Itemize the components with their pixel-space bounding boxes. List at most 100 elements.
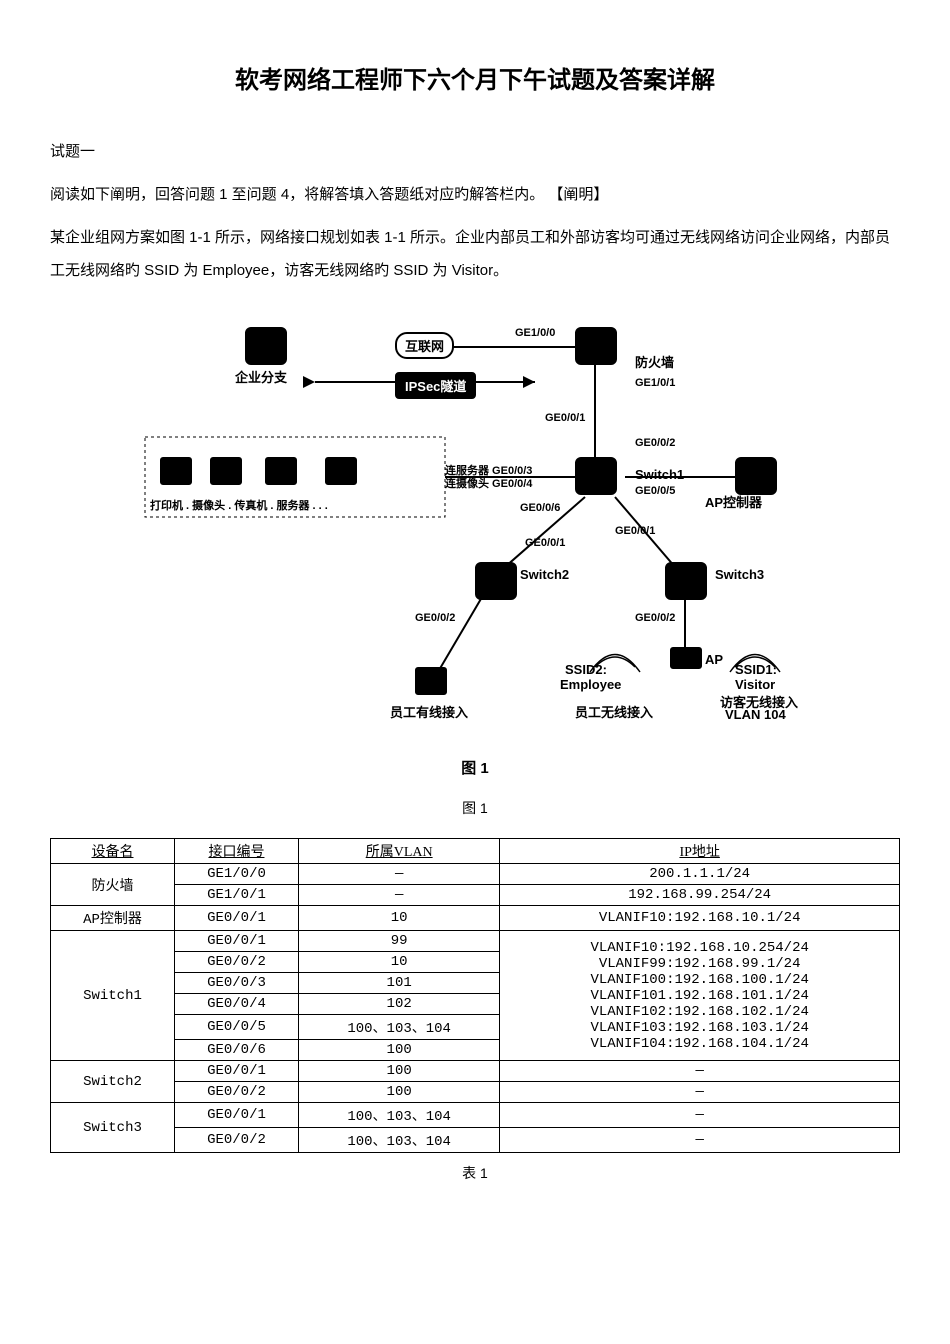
cell-if: GE0/0/1 xyxy=(174,1061,298,1082)
cell-ip: VLANIF10:192.168.10.1/24 xyxy=(500,906,900,931)
cell-vlan: — xyxy=(298,885,499,906)
cell-if: GE0/0/2 xyxy=(174,1082,298,1103)
cell-device: AP控制器 xyxy=(51,906,175,931)
switch2-icon xyxy=(475,562,517,600)
ssid1b-label: Visitor xyxy=(735,677,775,692)
cell-if: GE1/0/1 xyxy=(174,885,298,906)
cell-ip: 200.1.1.1/24 xyxy=(500,864,900,885)
th-device: 设备名 xyxy=(51,839,175,864)
ip-line: VLANIF102:192.168.102.1/24 xyxy=(506,1004,893,1020)
fax-icon xyxy=(265,457,297,485)
ge002-label: GE0/0/2 xyxy=(635,437,675,449)
table-row: 防火墙 GE1/0/0 — 200.1.1.1/24 xyxy=(51,864,900,885)
apcontroller-icon xyxy=(735,457,777,495)
table-row: GE0/0/2 100 — xyxy=(51,1082,900,1103)
cell-ip: — xyxy=(500,1082,900,1103)
branch-icon xyxy=(245,327,287,365)
firewall-icon xyxy=(575,327,617,365)
page-title: 软考网络工程师下六个月下午试题及答案详解 xyxy=(50,60,900,95)
cell-vlan: 99 xyxy=(298,931,499,952)
switch2-label: Switch2 xyxy=(520,567,569,582)
switch3-label: Switch3 xyxy=(715,567,764,582)
cell-vlan: 100 xyxy=(298,1082,499,1103)
cell-if: GE0/0/3 xyxy=(174,973,298,994)
table-row: GE1/0/1 — 192.168.99.254/24 xyxy=(51,885,900,906)
ge001-label: GE0/0/1 xyxy=(545,412,585,424)
emp-wifi-label: 员工无线接入 xyxy=(575,702,653,721)
ssid2-label: SSID2: xyxy=(565,662,607,677)
cell-vlan: 102 xyxy=(298,994,499,1015)
vlan104-label: VLAN 104 xyxy=(725,707,786,722)
cell-ip-block: VLANIF10:192.168.10.254/24 VLANIF99:192.… xyxy=(500,931,900,1061)
cell-device: 防火墙 xyxy=(51,864,175,906)
switch1-icon xyxy=(575,457,617,495)
printer-icon xyxy=(160,457,192,485)
cell-ip: — xyxy=(500,1061,900,1082)
switch3-icon xyxy=(665,562,707,600)
cell-if: GE0/0/6 xyxy=(174,1040,298,1061)
ip-line: VLANIF101.192.168.101.1/24 xyxy=(506,988,893,1004)
ge005-label: GE0/0/5 xyxy=(635,485,675,497)
cell-vlan: 100、103、104 xyxy=(298,1015,499,1040)
cell-if: GE0/0/1 xyxy=(174,1103,298,1128)
cell-if: GE0/0/5 xyxy=(174,1015,298,1040)
ap-label: AP xyxy=(705,652,723,667)
cell-vlan: — xyxy=(298,864,499,885)
interface-table: 设备名 接口编号 所属VLAN IP地址 防火墙 GE1/0/0 — 200.1… xyxy=(50,838,900,1153)
cell-vlan: 100 xyxy=(298,1061,499,1082)
pc-icon xyxy=(415,667,447,695)
cell-if: GE0/0/2 xyxy=(174,952,298,973)
devices-label: 打印机 . 摄像头 . 传真机 . 服务器 . . . xyxy=(150,497,328,513)
figure-caption: 图 1 xyxy=(50,757,900,778)
ge101-label: GE1/0/1 xyxy=(635,377,675,389)
cell-ip: 192.168.99.254/24 xyxy=(500,885,900,906)
cell-if: GE0/0/1 xyxy=(174,931,298,952)
switch1-label: Switch1 xyxy=(635,467,684,482)
cell-device: Switch2 xyxy=(51,1061,175,1103)
table-row: Switch2 GE0/0/1 100 — xyxy=(51,1061,900,1082)
cell-vlan: 100 xyxy=(298,1040,499,1061)
cell-vlan: 100、103、104 xyxy=(298,1103,499,1128)
ipsec-label: IPSec隧道 xyxy=(395,372,476,399)
ip-line: VLANIF104:192.168.104.1/24 xyxy=(506,1036,893,1052)
ge100-label: GE1/0/0 xyxy=(515,327,555,339)
table-caption: 表 1 xyxy=(50,1163,900,1183)
table-row: Switch1 GE0/0/1 99 VLANIF10:192.168.10.2… xyxy=(51,931,900,952)
ip-line: VLANIF100:192.168.100.1/24 xyxy=(506,972,893,988)
ssid1-label: SSID1: xyxy=(735,662,777,677)
th-interface: 接口编号 xyxy=(174,839,298,864)
network-diagram: 互联网 IPSec隧道 企业分支 防火墙 GE1/0/0 GE1/0/1 GE0… xyxy=(135,307,815,737)
figure-subcaption: 图 1 xyxy=(50,798,900,818)
internet-node: 互联网 xyxy=(395,332,454,359)
cell-ip: — xyxy=(500,1103,900,1128)
cell-vlan: 10 xyxy=(298,952,499,973)
ge001b-label: GE0/0/1 xyxy=(525,537,565,549)
cell-if: GE0/0/4 xyxy=(174,994,298,1015)
ge002c-label: GE0/0/2 xyxy=(635,612,675,624)
cell-ip: — xyxy=(500,1128,900,1153)
cell-if: GE0/0/2 xyxy=(174,1128,298,1153)
emp-wired-label: 员工有线接入 xyxy=(390,702,468,721)
ge002b-label: GE0/0/2 xyxy=(415,612,455,624)
cell-device: Switch1 xyxy=(51,931,175,1061)
ssid2b-label: Employee xyxy=(560,677,621,692)
table-header-row: 设备名 接口编号 所属VLAN IP地址 xyxy=(51,839,900,864)
server-icon xyxy=(325,457,357,485)
cell-vlan: 10 xyxy=(298,906,499,931)
cell-vlan: 101 xyxy=(298,973,499,994)
cell-device: Switch3 xyxy=(51,1103,175,1153)
ge001c-label: GE0/0/1 xyxy=(615,525,655,537)
table-row: GE0/0/2 100、103、104 — xyxy=(51,1128,900,1153)
th-ip: IP地址 xyxy=(500,839,900,864)
ge006-label: GE0/0/6 xyxy=(520,502,560,514)
intro-line1: 试题一 xyxy=(50,135,900,168)
cell-if: GE0/0/1 xyxy=(174,906,298,931)
camera-icon xyxy=(210,457,242,485)
apctrl-label: AP控制器 xyxy=(705,492,762,511)
cell-if: GE1/0/0 xyxy=(174,864,298,885)
table-row: Switch3 GE0/0/1 100、103、104 — xyxy=(51,1103,900,1128)
intro-line3: 某企业组网方案如图 1-1 所示，网络接口规划如表 1-1 所示。企业内部员工和… xyxy=(50,221,900,287)
ip-line: VLANIF103:192.168.103.1/24 xyxy=(506,1020,893,1036)
ge004-label: 连摄像头 GE0/0/4 xyxy=(445,475,532,491)
cell-vlan: 100、103、104 xyxy=(298,1128,499,1153)
